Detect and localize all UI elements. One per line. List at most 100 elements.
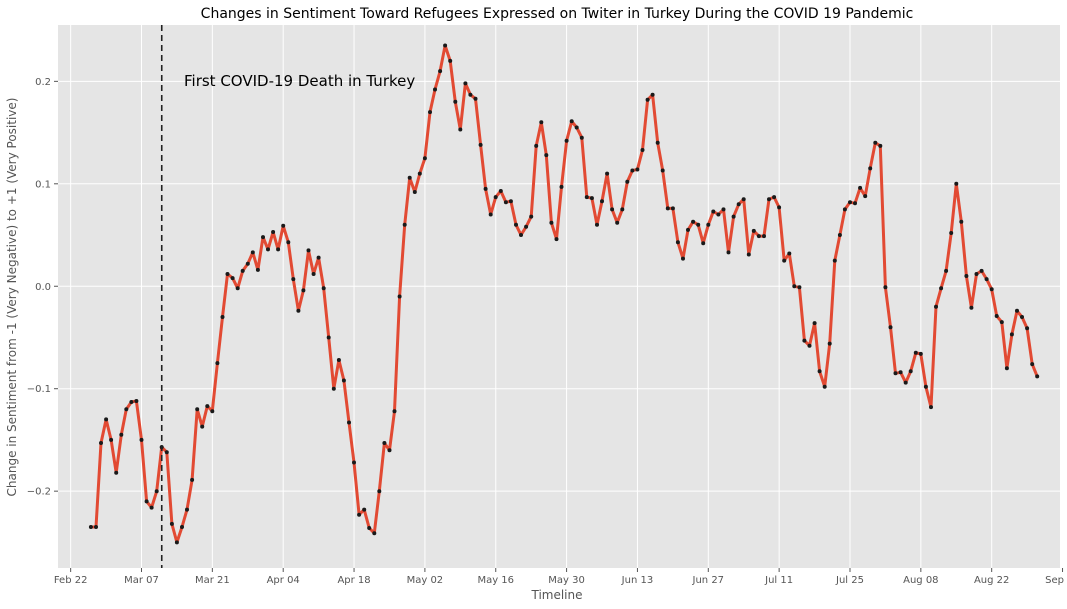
data-point	[129, 400, 134, 404]
data-point	[964, 274, 969, 278]
data-point	[731, 214, 736, 219]
data-point	[433, 87, 437, 92]
x-tick-label: May 02	[407, 575, 444, 586]
data-point	[190, 477, 195, 482]
data-point	[918, 351, 923, 356]
data-point	[620, 207, 625, 212]
x-tick-label: Aug 08	[903, 575, 938, 586]
data-point	[939, 286, 944, 291]
data-point	[898, 370, 903, 375]
data-points	[88, 43, 1040, 545]
data-point	[878, 143, 883, 148]
x-tick-label: Mar 21	[195, 575, 230, 586]
data-point	[301, 288, 306, 293]
data-point	[352, 460, 356, 465]
data-point	[114, 470, 119, 475]
data-point	[372, 531, 377, 536]
data-point	[443, 43, 448, 48]
data-point	[777, 205, 782, 210]
data-point	[635, 167, 640, 172]
data-point	[686, 227, 690, 232]
data-point	[99, 441, 103, 445]
data-point	[994, 314, 999, 318]
data-point	[331, 386, 336, 391]
event-annotation: First COVID-19 Death in Turkey	[184, 72, 415, 90]
data-point	[104, 417, 109, 422]
data-point	[149, 505, 154, 510]
data-point	[610, 207, 615, 212]
data-point	[306, 248, 311, 253]
data-point	[934, 304, 938, 309]
data-point	[286, 240, 291, 245]
data-point	[691, 219, 696, 224]
data-point	[797, 285, 802, 290]
data-point	[200, 424, 205, 429]
data-point	[746, 252, 751, 257]
data-point	[347, 420, 351, 425]
y-axis-label: Change in Sentiment from -1 (Very Negati…	[5, 98, 19, 497]
data-point	[589, 196, 594, 201]
data-point	[706, 222, 711, 227]
data-point	[822, 384, 827, 389]
data-point	[255, 267, 260, 272]
data-point	[559, 184, 564, 189]
data-point	[195, 407, 200, 412]
data-point	[544, 153, 549, 158]
data-point	[767, 197, 771, 202]
data-point	[529, 214, 534, 219]
data-point	[716, 212, 721, 217]
data-point	[119, 432, 124, 437]
data-point	[751, 228, 756, 233]
data-point	[220, 315, 225, 319]
data-point	[174, 540, 179, 545]
data-point	[736, 202, 741, 207]
x-tick-label: Jul 25	[835, 575, 864, 586]
data-point	[848, 200, 852, 205]
data-point	[756, 234, 761, 239]
data-point	[1025, 326, 1030, 331]
data-point	[1020, 315, 1024, 319]
data-point	[949, 231, 954, 235]
data-point	[842, 207, 847, 212]
data-point	[448, 58, 453, 63]
data-point	[164, 450, 169, 455]
data-point	[549, 220, 554, 225]
data-point	[458, 127, 463, 132]
data-point	[772, 195, 777, 200]
data-point	[508, 199, 513, 204]
data-point	[615, 220, 620, 225]
data-point	[787, 251, 792, 256]
data-point	[468, 92, 473, 97]
data-point	[853, 201, 857, 206]
data-point	[554, 237, 559, 242]
x-axis-label: Timeline	[530, 588, 582, 602]
data-point	[600, 199, 604, 204]
data-point	[377, 489, 382, 494]
data-point	[397, 294, 402, 299]
data-point	[1030, 362, 1035, 367]
data-point	[888, 325, 893, 330]
data-point	[974, 272, 979, 276]
data-point	[999, 320, 1004, 325]
data-point	[124, 407, 129, 412]
data-point	[367, 526, 372, 530]
data-point	[266, 247, 270, 252]
data-point	[670, 206, 675, 211]
x-tick-label: Jun 27	[692, 575, 725, 586]
data-point	[984, 277, 989, 282]
data-point	[630, 168, 635, 173]
data-point	[645, 97, 650, 102]
data-point	[341, 378, 346, 383]
data-point	[250, 250, 255, 255]
data-point	[584, 195, 589, 200]
data-point	[534, 143, 539, 148]
data-point	[681, 256, 685, 261]
data-point	[382, 441, 387, 445]
x-tick-label: Sep 05	[1045, 575, 1067, 586]
data-point	[524, 224, 529, 229]
data-point	[969, 305, 974, 310]
data-point	[438, 69, 443, 74]
data-point	[493, 195, 498, 200]
data-point	[453, 99, 458, 104]
